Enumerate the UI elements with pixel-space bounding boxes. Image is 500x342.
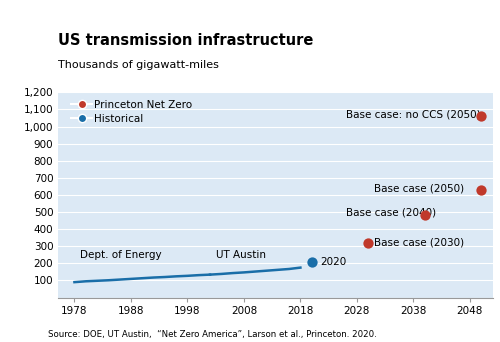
Text: 2020: 2020 xyxy=(320,256,346,267)
Point xyxy=(477,114,485,119)
Point xyxy=(364,240,372,246)
Text: Base case: no CCS (2050): Base case: no CCS (2050) xyxy=(346,110,480,120)
Text: Thousands of gigawatt-miles: Thousands of gigawatt-miles xyxy=(58,60,218,70)
Point xyxy=(477,187,485,193)
Text: Source: DOE, UT Austin,  “Net Zero America”, Larson et al., Princeton. 2020.: Source: DOE, UT Austin, “Net Zero Americ… xyxy=(48,330,376,339)
Text: Base case (2050): Base case (2050) xyxy=(374,183,464,193)
Point xyxy=(308,259,316,264)
Text: UT Austin: UT Austin xyxy=(216,250,266,260)
Legend: Princeton Net Zero, Historical: Princeton Net Zero, Historical xyxy=(72,100,192,124)
Text: US transmission infrastructure: US transmission infrastructure xyxy=(58,33,313,48)
Point xyxy=(420,213,428,218)
Text: Base case (2030): Base case (2030) xyxy=(374,238,464,248)
Text: Dept. of Energy: Dept. of Energy xyxy=(80,250,162,260)
Text: Base case (2040): Base case (2040) xyxy=(346,208,436,218)
